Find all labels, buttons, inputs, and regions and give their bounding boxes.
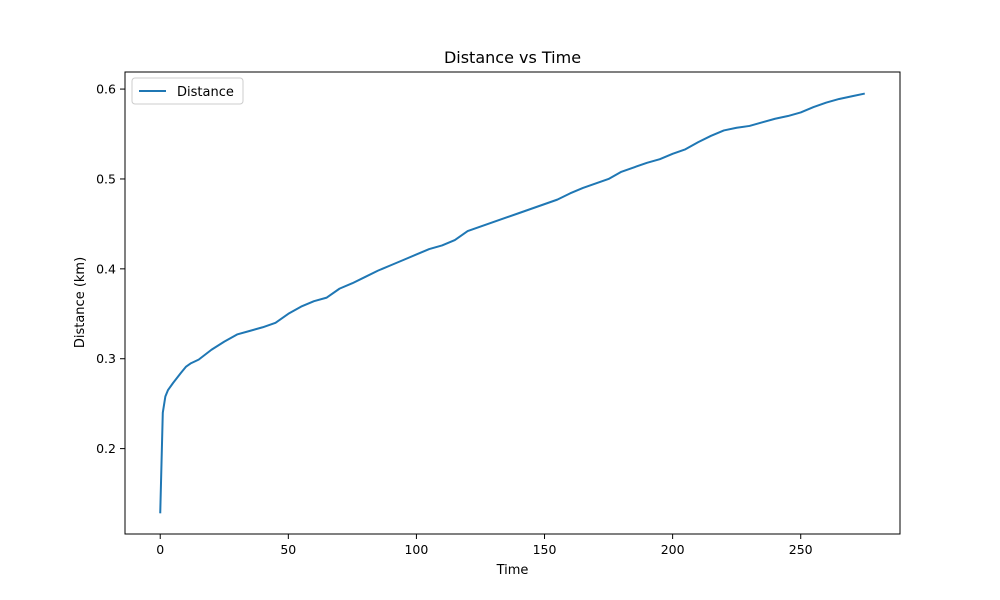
- plot-frame: [124, 71, 901, 535]
- y-tick-label: 0.2: [96, 441, 116, 456]
- x-tick-label: 0: [156, 542, 164, 557]
- x-tick-label: 200: [661, 542, 685, 557]
- chart-title: Distance vs Time: [444, 48, 581, 67]
- y-tick-label: 0.3: [96, 351, 116, 366]
- x-tick-label: 250: [789, 542, 813, 557]
- y-tick-label: 0.5: [96, 171, 116, 186]
- x-tick-label: 100: [404, 542, 428, 557]
- y-axis-label: Distance (km): [73, 257, 88, 348]
- x-tick-label: 50: [280, 542, 296, 557]
- x-axis-label: Time: [496, 563, 529, 578]
- y-tick-label: 0.6: [96, 82, 116, 97]
- plot-area: 0 50 100 150 200 250 0.2 0.3 0.4 0.5 0.6: [96, 71, 901, 557]
- legend-label-distance: Distance: [177, 85, 234, 100]
- y-tick-label: 0.4: [96, 261, 116, 276]
- legend-box: [131, 77, 244, 105]
- series-line-distance: [159, 92, 865, 514]
- legend: Distance: [131, 77, 244, 105]
- x-tick-label: 150: [533, 542, 557, 557]
